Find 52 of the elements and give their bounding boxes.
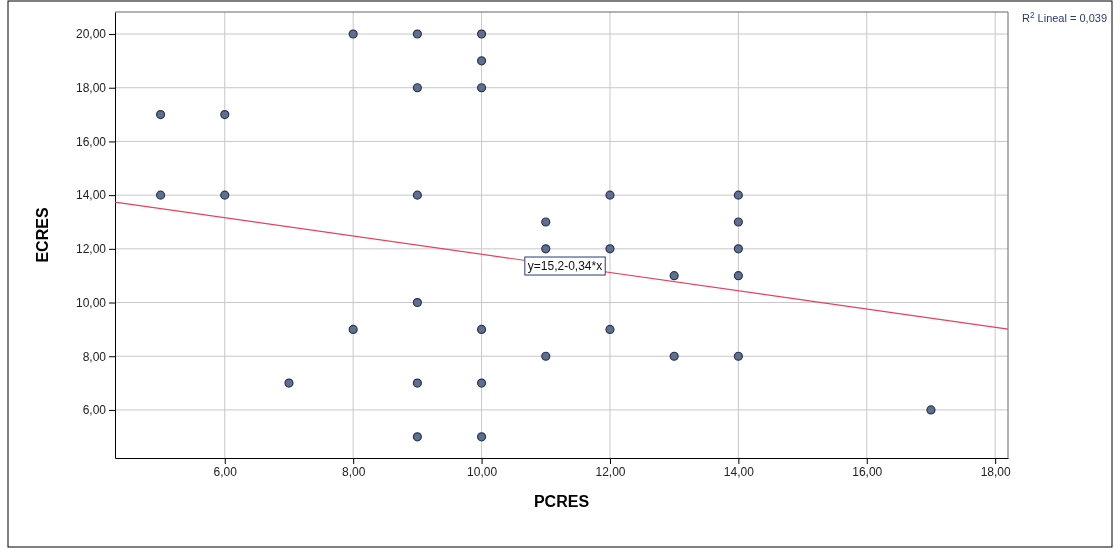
- point: [926, 405, 936, 415]
- text: R$^{2}$ Lineal = 0,039: [1021, 10, 1107, 24]
- point: [220, 109, 230, 120]
- point: [605, 190, 615, 200]
- point: [284, 378, 294, 388]
- y-tick-label: 10,00: [75, 295, 107, 310]
- x-tick-label: 18,00: [980, 464, 1011, 479]
- point: [476, 56, 487, 66]
- point: [476, 324, 487, 334]
- x-tick-label: 8,00: [342, 464, 366, 479]
- point: [541, 351, 551, 361]
- point: [412, 190, 422, 200]
- point: [412, 29, 422, 39]
- point: [348, 324, 358, 334]
- point: [348, 29, 358, 39]
- point: [733, 244, 743, 254]
- point: [412, 83, 422, 93]
- point: [733, 190, 743, 200]
- y-tick-label: 8,00: [82, 349, 107, 364]
- y-tick-label: 12,00: [75, 242, 107, 257]
- point: [476, 378, 487, 388]
- y-tick-label: 18,00: [75, 81, 107, 96]
- point: [605, 244, 615, 254]
- x-axis-title: PCRES: [533, 493, 590, 510]
- point: [155, 190, 166, 200]
- x-tick-label: 16,00: [852, 464, 883, 479]
- point: [733, 271, 743, 281]
- point: [220, 190, 230, 200]
- y-tick-label: 20,00: [75, 27, 107, 42]
- x-tick-label: 12,00: [595, 464, 626, 479]
- point: [541, 217, 551, 227]
- y-tick-label: 6,00: [82, 403, 107, 418]
- point: [541, 244, 551, 254]
- x-tick-label: 10,00: [467, 464, 498, 479]
- point: [669, 351, 679, 361]
- point: [476, 432, 487, 442]
- point: [669, 271, 679, 281]
- y-tick-label: 14,00: [75, 188, 107, 203]
- point: [412, 378, 422, 388]
- point: [412, 297, 422, 308]
- y-tick-label: 16,00: [75, 134, 107, 149]
- annotation: y=15,2-0,34*x: [527, 259, 603, 274]
- point: [155, 109, 166, 120]
- point: [412, 432, 422, 442]
- point: [605, 324, 615, 334]
- point: [733, 217, 743, 227]
- y-axis-title: ECRES: [34, 207, 51, 263]
- x-tick-label: 14,00: [723, 464, 755, 479]
- point: [733, 351, 743, 361]
- point: [476, 83, 487, 93]
- point: [476, 29, 487, 39]
- x-tick-label: 6,00: [213, 464, 238, 479]
